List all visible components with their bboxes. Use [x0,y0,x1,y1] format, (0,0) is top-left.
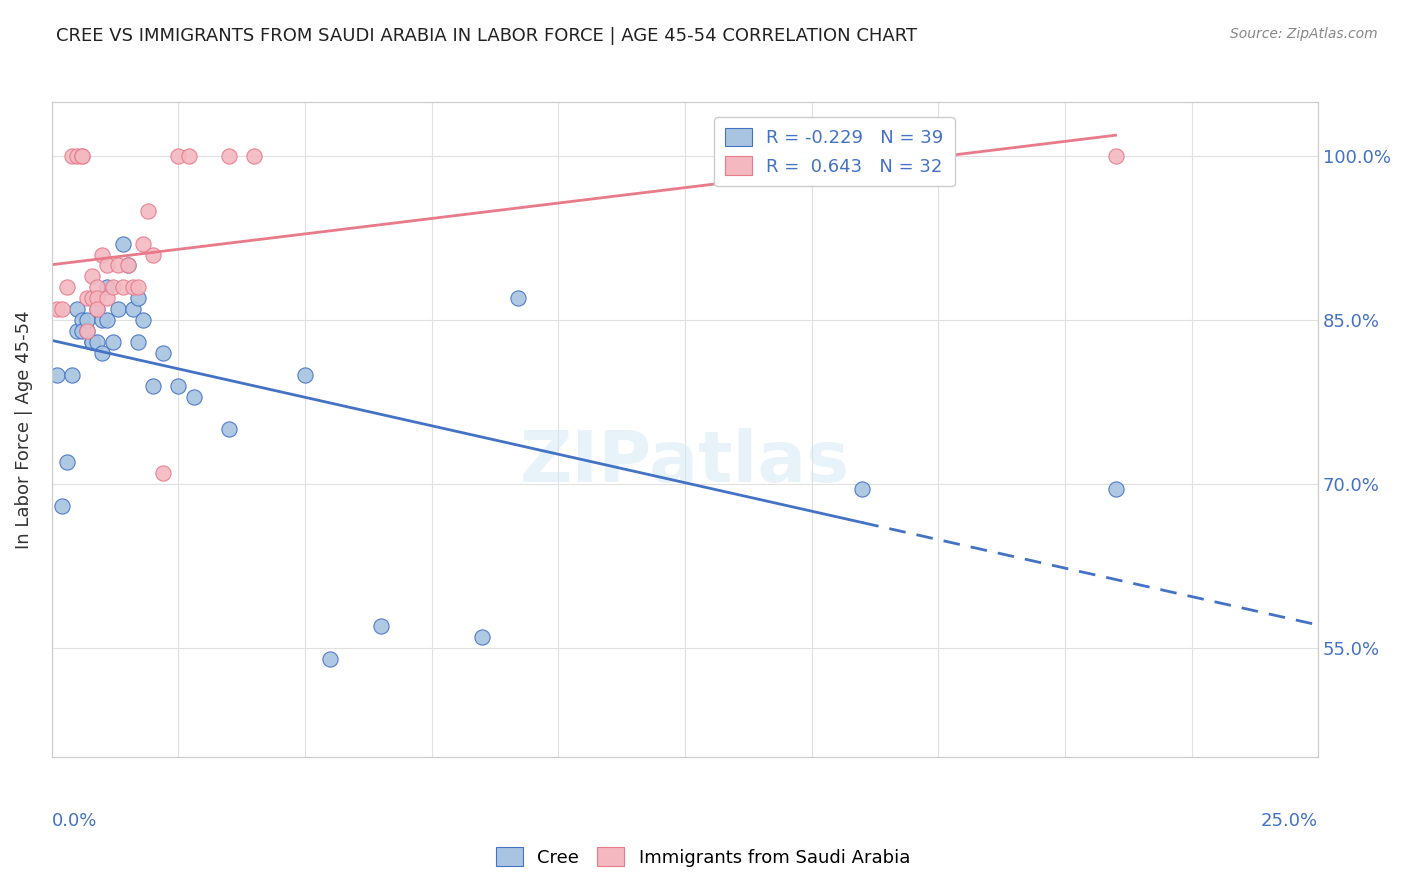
Point [76,324,98,338]
Text: ZIPatlas: ZIPatlas [520,427,851,497]
Point [127,280,149,294]
Point [82,269,104,284]
Point [319,652,342,666]
Point [101,334,124,349]
Point [136,203,159,218]
Point [117,259,139,273]
Point [82,334,104,349]
Point [45,368,67,382]
Point [96,259,118,273]
Point [142,247,165,261]
Point [70,313,93,327]
Point [70,149,93,163]
Legend: R = -0.229   N = 39, R =  0.643   N = 32: R = -0.229 N = 39, R = 0.643 N = 32 [714,117,955,186]
Point [86,302,108,317]
Point [96,280,118,294]
Point [1104,483,1126,497]
Y-axis label: In Labor Force | Age 45-54: In Labor Force | Age 45-54 [15,310,32,549]
Point [60,149,83,163]
Point [86,334,108,349]
Legend: Cree, Immigrants from Saudi Arabia: Cree, Immigrants from Saudi Arabia [489,840,917,874]
Point [76,324,98,338]
Point [127,291,149,305]
Point [101,280,124,294]
Point [111,280,134,294]
Point [167,149,190,163]
Point [82,291,104,305]
Text: CREE VS IMMIGRANTS FROM SAUDI ARABIA IN LABOR FORCE | AGE 45-54 CORRELATION CHAR: CREE VS IMMIGRANTS FROM SAUDI ARABIA IN … [56,27,917,45]
Point [111,236,134,251]
Point [56,280,79,294]
Point [132,313,155,327]
Point [51,302,73,317]
Point [121,280,143,294]
Point [82,334,104,349]
Point [1104,149,1126,163]
Point [121,302,143,317]
Point [60,368,83,382]
Point [132,236,155,251]
Point [96,291,118,305]
Text: 25.0%: 25.0% [1261,812,1319,830]
Point [86,302,108,317]
Point [506,291,529,305]
Point [471,630,494,644]
Point [91,313,114,327]
Point [127,334,149,349]
Point [167,378,190,392]
Point [66,149,89,163]
Point [70,149,93,163]
Point [107,259,129,273]
Point [76,291,98,305]
Point [86,291,108,305]
Point [142,378,165,392]
Point [86,280,108,294]
Point [45,302,67,317]
Text: 0.0%: 0.0% [52,812,97,830]
Point [370,619,392,633]
Point [96,313,118,327]
Point [218,422,240,436]
Point [66,302,89,317]
Point [183,390,205,404]
Point [117,259,139,273]
Point [56,455,79,469]
Point [91,346,114,360]
Point [152,466,174,480]
Point [851,483,873,497]
Point [243,149,266,163]
Point [152,346,174,360]
Point [82,291,104,305]
Point [76,313,98,327]
Point [107,302,129,317]
Point [218,149,240,163]
Point [177,149,200,163]
Point [70,324,93,338]
Point [51,499,73,513]
Point [294,368,316,382]
Point [91,247,114,261]
Point [66,324,89,338]
Text: Source: ZipAtlas.com: Source: ZipAtlas.com [1230,27,1378,41]
